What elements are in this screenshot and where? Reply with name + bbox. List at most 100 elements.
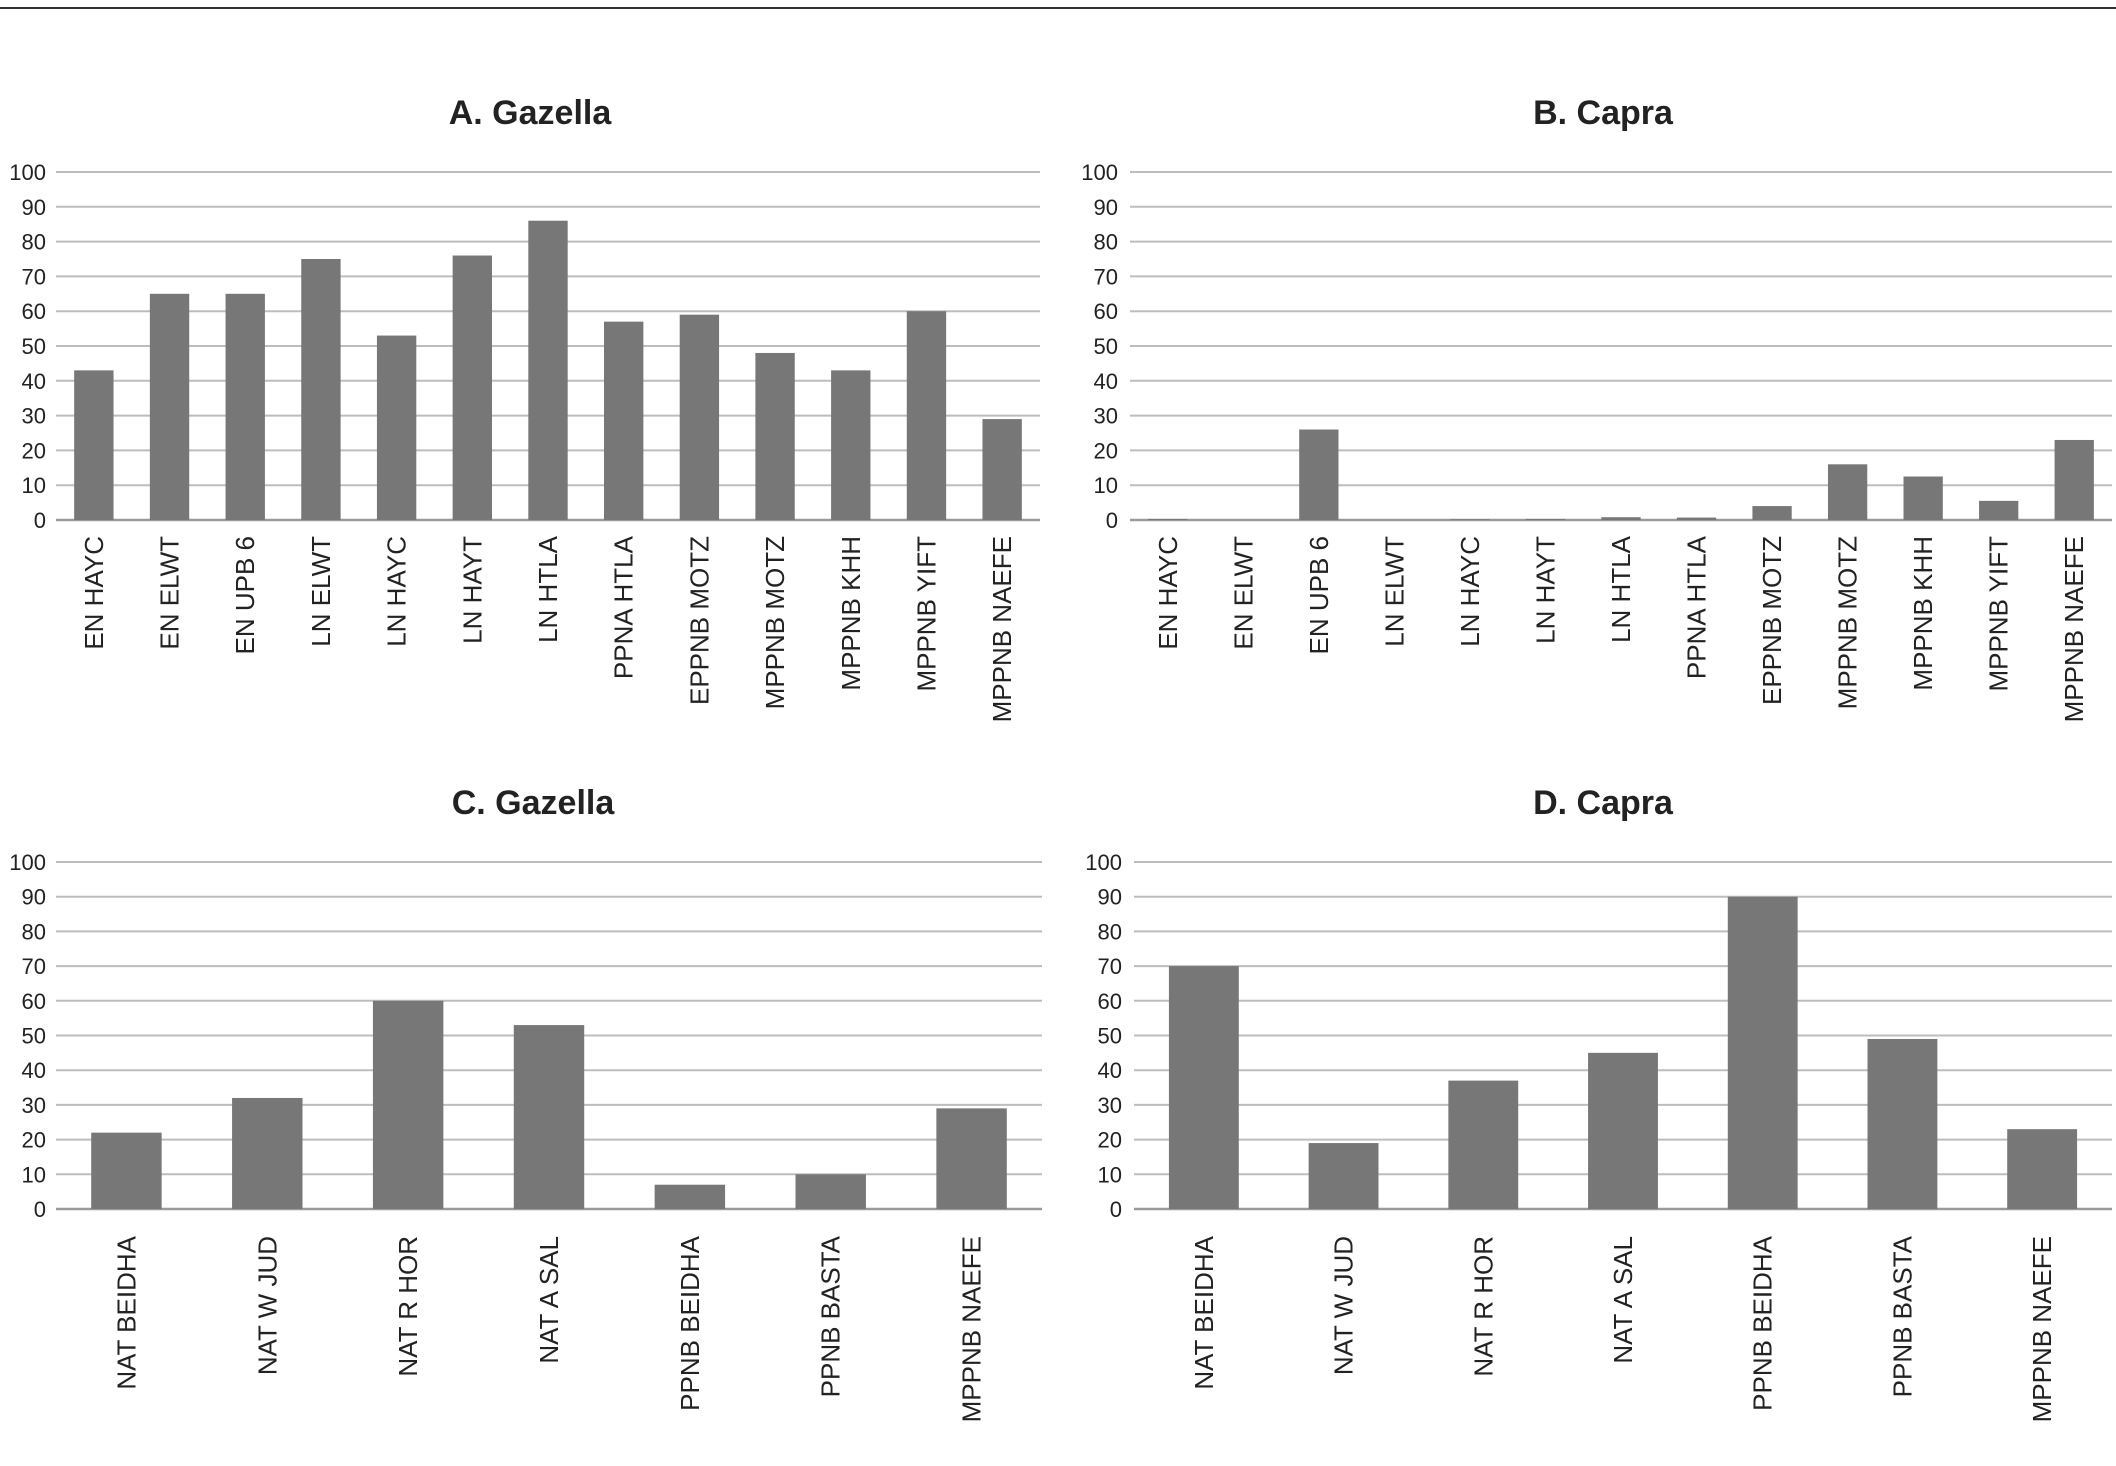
x-tick-label: LN HAYC: [1455, 536, 1485, 647]
y-tick-label: 90: [1098, 885, 1122, 910]
y-tick-label: 20: [1094, 438, 1118, 463]
top-rule: [0, 7, 2116, 9]
x-tick-label: NAT BEIDHA: [1189, 1235, 1219, 1389]
x-tick-label: NAT R HOR: [1468, 1236, 1498, 1377]
x-tick-label: LN HAYT: [457, 536, 487, 644]
x-tick-label: PPNB BASTA: [1887, 1235, 1917, 1397]
x-tick-label: MPPNB NAEFE: [957, 1236, 987, 1422]
panel-c-gazella: C. Gazella 0 10 20 30 40 50 60 70 80 90 100 NAT BEID…: [9, 784, 1042, 1422]
panel-d-capra: D. Capra 0 10 20 30 40 50 60 70 80 90 100 NAT BEIDHA…: [1085, 784, 2112, 1422]
panel-b-capra: B. Capra 0 10 20 30 40 50 60 70 80 90 100 EN HAYC EN …: [1081, 94, 2112, 722]
y-tick-label: 70: [1094, 264, 1118, 289]
bar: [906, 311, 947, 520]
x-tick-label: LN HTLA: [533, 535, 563, 643]
y-tick-label: 100: [1081, 160, 1118, 185]
bar: [1903, 476, 1943, 520]
x-tick-label: MPPNB MOTZ: [1833, 536, 1863, 709]
y-tick-label: 60: [1094, 299, 1118, 324]
y-tick-label: 80: [1098, 919, 1122, 944]
x-tick-label: LN HTLA: [1606, 535, 1636, 643]
y-tick-label: 40: [1094, 369, 1118, 394]
y-tick-label: 50: [22, 334, 46, 359]
bar: [936, 1108, 1007, 1209]
bar: [982, 419, 1022, 520]
y-tick-label: 50: [22, 1024, 46, 1049]
y-tick-label: 20: [22, 438, 46, 463]
bar: [2054, 439, 2094, 520]
x-tick-label: MPPNB MOTZ: [760, 536, 790, 709]
x-tick-label: MPPNB NAEFE: [987, 536, 1017, 722]
y-tick-label: 10: [22, 473, 46, 498]
y-tick-label: 40: [22, 369, 46, 394]
y-tick-label: 40: [1098, 1058, 1122, 1083]
bar: [1727, 896, 1798, 1209]
bar: [1752, 506, 1792, 520]
x-tick-label: PPNB BASTA: [816, 1235, 846, 1397]
bar: [372, 1000, 444, 1209]
bar: [225, 293, 265, 520]
x-tick-label: LN HAYT: [1530, 536, 1560, 644]
x-tick-label: MPPNB YIFT: [1984, 536, 2014, 692]
x-tick-label: MPPNB YIFT: [911, 536, 941, 692]
y-tick-label: 70: [22, 954, 46, 979]
bar: [74, 370, 114, 520]
y-tick-label: 10: [1098, 1162, 1122, 1187]
x-tick-label: NAT R HOR: [393, 1236, 423, 1377]
panel-a-gazella: A. Gazella 0 10 20 30 40 50 60 70 80 90 100 EN HAYC E…: [9, 94, 1040, 722]
y-tick-label: 0: [1110, 1197, 1122, 1222]
bar: [1168, 966, 1239, 1209]
x-tick-label: EN ELWT: [155, 536, 185, 650]
bar: [1450, 519, 1490, 520]
y-tick-label: 90: [1094, 195, 1118, 220]
x-tick-label: LN HAYC: [382, 536, 412, 647]
x-tick-label: NAT A SAL: [534, 1236, 564, 1364]
bar: [1299, 429, 1339, 520]
x-tick-label: NAT W JUD: [252, 1236, 282, 1375]
x-tick-label: EN HAYC: [1153, 536, 1183, 650]
bar: [452, 255, 492, 520]
y-tick-label: 30: [22, 1093, 46, 1118]
y-tick-label: 60: [22, 299, 46, 324]
bar: [1676, 517, 1717, 520]
y-tick-label: 50: [1098, 1024, 1122, 1049]
y-tick-label: 0: [34, 508, 46, 533]
bar: [376, 335, 417, 520]
bar: [528, 220, 568, 520]
x-tick-label: NAT W JUD: [1329, 1236, 1359, 1375]
y-tick-label: 80: [22, 230, 46, 255]
bar: [149, 293, 190, 520]
x-tick-label: EN UPB 6: [230, 536, 260, 655]
y-tick-label: 100: [1085, 850, 1122, 875]
x-tick-label: EN UPB 6: [1304, 536, 1334, 655]
x-tick-label: MPPNB KHH: [1908, 536, 1938, 691]
y-tick-label: 100: [9, 850, 46, 875]
x-tick-label: PPNB BEIDHA: [675, 1235, 705, 1410]
y-tick-label: 70: [22, 264, 46, 289]
bar: [232, 1097, 303, 1209]
bar: [1588, 1052, 1658, 1209]
bar: [604, 321, 644, 520]
bar: [1308, 1143, 1379, 1209]
x-tick-label: LN ELWT: [306, 536, 336, 647]
y-tick-label: 10: [22, 1162, 46, 1187]
y-tick-label: 70: [1098, 954, 1122, 979]
y-tick-label: 80: [22, 919, 46, 944]
bar: [795, 1174, 866, 1209]
x-tick-label: EPPNB MOTZ: [1757, 536, 1787, 705]
bar: [1867, 1038, 1938, 1209]
bar: [1148, 518, 1188, 520]
x-tick-label: NAT A SAL: [1608, 1236, 1638, 1364]
x-tick-label: MPPNB NAEFE: [2027, 1236, 2057, 1422]
bar: [1525, 518, 1566, 520]
chart-title: C. Gazella: [452, 784, 616, 822]
y-tick-label: 0: [34, 1197, 46, 1222]
y-tick-label: 20: [22, 1128, 46, 1153]
x-tick-label: EN ELWT: [1228, 536, 1258, 650]
bar: [513, 1025, 585, 1209]
chart-title: A. Gazella: [449, 94, 613, 132]
y-tick-label: 90: [22, 195, 46, 220]
x-tick-label: PPNA HTLA: [1682, 535, 1712, 679]
bar: [755, 352, 795, 520]
chart-title: D. Capra: [1533, 784, 1674, 822]
bar: [2007, 1129, 2078, 1209]
